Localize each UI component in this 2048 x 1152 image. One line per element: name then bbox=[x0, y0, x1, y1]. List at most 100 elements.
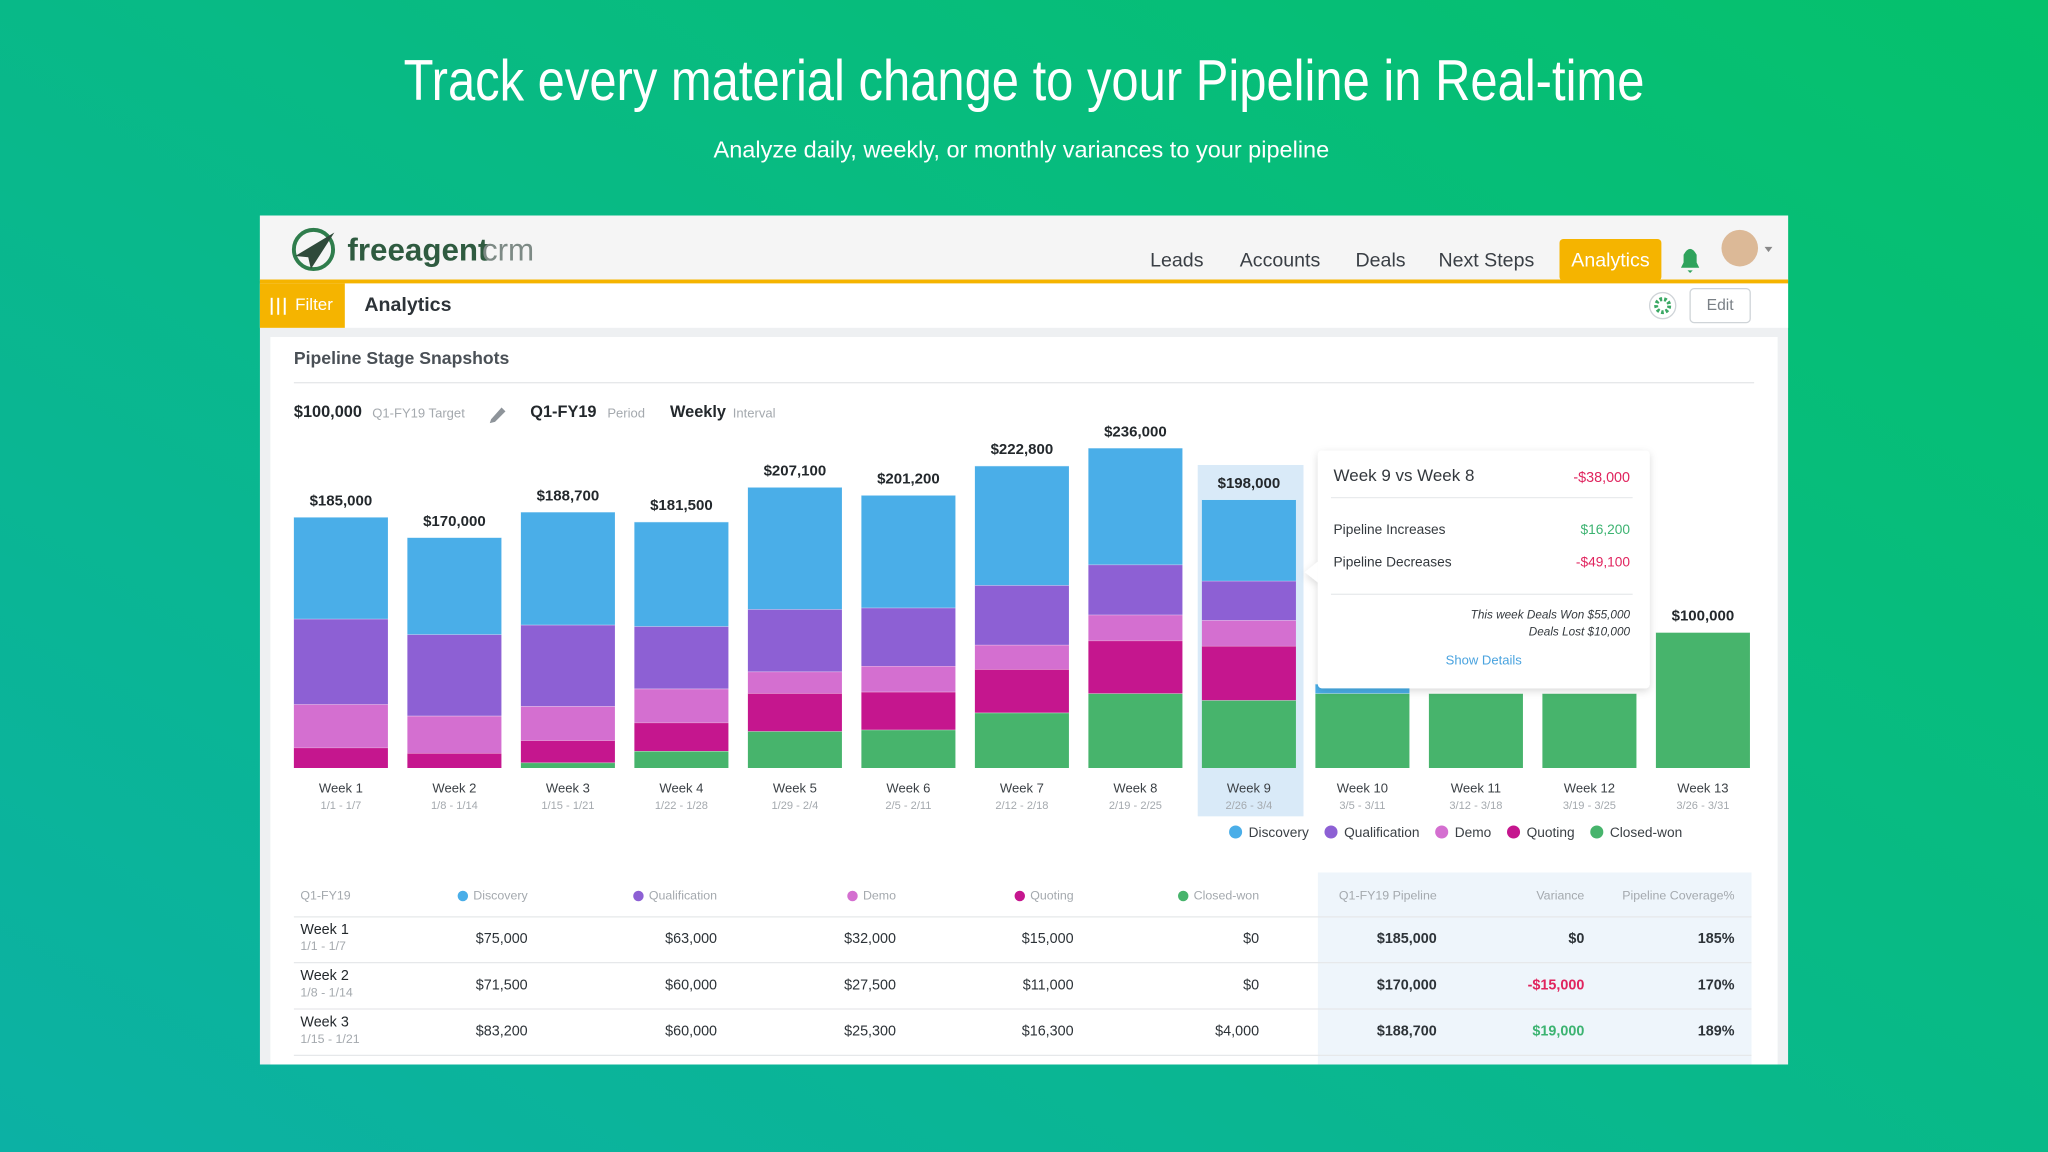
tooltip-pointer bbox=[1304, 561, 1318, 583]
bar-segment bbox=[861, 495, 956, 608]
avatar[interactable] bbox=[1721, 229, 1759, 267]
table-header: Variance bbox=[1536, 888, 1584, 902]
bar-segment bbox=[407, 537, 502, 635]
filter-button[interactable] bbox=[259, 283, 345, 328]
table-header: Demo bbox=[863, 888, 896, 902]
nav-item[interactable]: Analytics bbox=[1571, 249, 1650, 271]
bar-segment bbox=[1088, 614, 1183, 641]
slide-title: Track every material change to your Pipe… bbox=[404, 49, 1645, 113]
table-header-swatch bbox=[1014, 890, 1026, 902]
legend-label[interactable]: Discovery bbox=[1249, 825, 1309, 840]
nav-item[interactable]: Accounts bbox=[1240, 249, 1321, 271]
x-tick-sublabel: 2/5 - 2/11 bbox=[885, 800, 931, 812]
bar-segment bbox=[1201, 700, 1296, 768]
table-cell: $32,000 bbox=[844, 931, 896, 947]
x-tick-sublabel: 1/15 - 1/21 bbox=[541, 800, 594, 812]
total-label: $170,000 bbox=[423, 513, 486, 530]
table-cell: $0 bbox=[1243, 931, 1259, 947]
settings-button[interactable] bbox=[1648, 291, 1677, 320]
filter-icon bbox=[270, 297, 286, 315]
table-header: Q1-FY19 bbox=[300, 888, 350, 902]
row-label: Week 2 bbox=[300, 968, 348, 984]
x-tick-label: Week 7 bbox=[1000, 780, 1044, 795]
nav-item[interactable]: Leads bbox=[1150, 249, 1204, 271]
bar-segment bbox=[293, 704, 388, 748]
x-tick-sublabel: 1/8 - 1/14 bbox=[431, 800, 478, 812]
bar-segment bbox=[634, 688, 729, 723]
x-tick-sublabel: 2/19 - 2/25 bbox=[1109, 800, 1162, 812]
x-tick-label: Week 2 bbox=[432, 780, 476, 795]
x-tick-label: Week 8 bbox=[1113, 780, 1157, 795]
bar-segment bbox=[974, 465, 1069, 586]
page-heading: Analytics bbox=[364, 294, 451, 316]
table-cell: $75,000 bbox=[476, 931, 528, 947]
target-value[interactable]: $100,000 bbox=[294, 403, 362, 421]
bar-segment bbox=[747, 693, 842, 732]
chart: $185,000 Week 1 1/1 - 1/7 $170,000 Week 2 1/8… bbox=[293, 423, 1750, 840]
x-tick-label: Week 13 bbox=[1677, 780, 1728, 795]
x-tick-sublabel: 3/19 - 3/25 bbox=[1563, 800, 1616, 812]
legend-label[interactable]: Closed-won bbox=[1610, 825, 1682, 840]
table-cell: $83,200 bbox=[476, 1024, 528, 1040]
table-cell: $185,000 bbox=[1377, 931, 1437, 947]
target-label: Q1-FY19 Target bbox=[372, 405, 465, 420]
x-tick-label: Week 4 bbox=[659, 780, 703, 795]
tooltip-link[interactable]: Show Details bbox=[1446, 652, 1523, 667]
interval-label: Interval bbox=[733, 405, 776, 420]
tooltip-lost: Deals Lost $10,000 bbox=[1529, 625, 1631, 638]
nav-item[interactable]: Next Steps bbox=[1438, 249, 1534, 271]
table-header: Q1-FY19 Pipeline bbox=[1339, 888, 1437, 902]
edit-button[interactable] bbox=[1689, 288, 1751, 324]
bar-segment bbox=[1088, 693, 1183, 768]
x-tick-label: Week 10 bbox=[1337, 780, 1388, 795]
nav-item[interactable]: Deals bbox=[1356, 249, 1406, 271]
bar-segment bbox=[747, 731, 842, 768]
bar-segment bbox=[1201, 645, 1296, 701]
bar-segment bbox=[1088, 448, 1183, 565]
period-value[interactable]: Q1-FY19 bbox=[530, 403, 596, 421]
table: Q1-FY19 Discovery Qualification Demo Quoting… bbox=[293, 888, 1752, 1056]
table-cell: $188,700 bbox=[1377, 1024, 1437, 1040]
bar-segment bbox=[293, 618, 388, 705]
legend-label[interactable]: Quoting bbox=[1527, 825, 1575, 840]
row-dates: 1/1 - 1/7 bbox=[300, 939, 346, 953]
bar-segment bbox=[861, 691, 956, 730]
table-cell: $4,000 bbox=[1215, 1024, 1259, 1040]
edit-target-icon[interactable] bbox=[489, 407, 506, 424]
table-header-swatch bbox=[457, 890, 469, 902]
avatar-caret[interactable] bbox=[1764, 246, 1773, 253]
bar-segment bbox=[520, 624, 615, 707]
bar-segment bbox=[1088, 640, 1183, 694]
bell-icon[interactable] bbox=[1680, 248, 1700, 273]
x-tick-sublabel: 3/12 - 3/18 bbox=[1449, 800, 1502, 812]
x-tick-sublabel: 3/26 - 3/31 bbox=[1676, 800, 1729, 812]
bar-segment bbox=[293, 747, 388, 768]
bar-segment bbox=[1201, 499, 1296, 581]
table-header: Pipeline Coverage% bbox=[1622, 888, 1734, 902]
x-tick-label: Week 5 bbox=[773, 780, 817, 795]
bar-segment bbox=[634, 521, 729, 627]
bar-segment bbox=[1201, 620, 1296, 646]
x-tick-sublabel: 1/1 - 1/7 bbox=[321, 800, 362, 812]
bar-segment bbox=[407, 634, 502, 716]
row-dates: 1/8 - 1/14 bbox=[300, 986, 352, 1000]
table-cell: 185% bbox=[1698, 931, 1735, 947]
table-header: Closed-won bbox=[1194, 888, 1260, 902]
table-cell: 170% bbox=[1698, 977, 1735, 993]
table-cell: $16,300 bbox=[1022, 1024, 1074, 1040]
legend-label[interactable]: Demo bbox=[1455, 825, 1492, 840]
table-cell: $60,000 bbox=[665, 977, 717, 993]
tooltip-box bbox=[1317, 450, 1650, 689]
filter-label[interactable]: Filter bbox=[295, 295, 333, 314]
x-tick-label: Week 11 bbox=[1451, 780, 1501, 795]
x-tick-sublabel: 3/5 - 3/11 bbox=[1339, 800, 1385, 812]
total-label: $181,500 bbox=[650, 497, 713, 514]
total-label: $198,000 bbox=[1218, 475, 1281, 492]
table-cell: $19,000 bbox=[1532, 1024, 1584, 1040]
legend-label[interactable]: Qualification bbox=[1344, 825, 1419, 840]
bar-segment bbox=[861, 607, 956, 667]
tooltip-decreases: -$49,100 bbox=[1576, 555, 1630, 570]
tooltip-title: Week 9 vs Week 8 bbox=[1334, 466, 1475, 485]
edit-label[interactable]: Edit bbox=[1707, 297, 1735, 314]
interval-value[interactable]: Weekly bbox=[670, 403, 726, 421]
